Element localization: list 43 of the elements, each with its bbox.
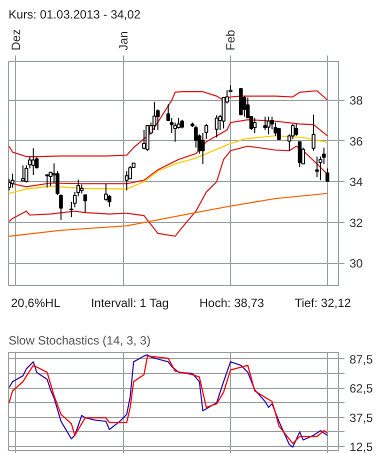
y-tick-label: 32 bbox=[350, 216, 364, 230]
candlestick bbox=[200, 132, 205, 164]
y-tick-label: 12,5 bbox=[350, 440, 374, 453]
line-series bbox=[8, 146, 328, 237]
y-tick-label: 62,5 bbox=[350, 382, 374, 396]
text: Tief: 32,12 bbox=[294, 295, 351, 312]
candlestick bbox=[312, 114, 316, 152]
candlestick bbox=[21, 164, 25, 182]
chart-title: Slow Stochastics (14, 3, 3) bbox=[8, 334, 151, 348]
x-tick-label: Dez bbox=[8, 29, 23, 50]
candlestick bbox=[10, 173, 14, 188]
text: 20,6%HL bbox=[11, 295, 60, 312]
line-series bbox=[8, 90, 328, 158]
text: Intervall: 1 Tag bbox=[90, 295, 169, 312]
y-tick-label: 87,5 bbox=[350, 352, 374, 366]
candlestick bbox=[173, 122, 178, 142]
candlestick bbox=[266, 116, 270, 135]
y-tick-label: 38 bbox=[350, 94, 364, 108]
y-tick-label: 30 bbox=[350, 256, 364, 271]
candlestick bbox=[263, 116, 268, 130]
chart-title: Kurs: 01.03.2013 - 34,02 bbox=[8, 8, 141, 22]
candlestick bbox=[326, 168, 330, 182]
candlestick bbox=[152, 102, 156, 130]
candlestick bbox=[214, 114, 219, 138]
candlestick bbox=[252, 118, 257, 134]
line-series bbox=[8, 135, 328, 194]
candlestick bbox=[124, 170, 129, 191]
line-series bbox=[8, 192, 328, 237]
x-tick-label: Feb bbox=[224, 29, 238, 50]
candlestick bbox=[298, 141, 302, 168]
line-series bbox=[8, 119, 328, 188]
x-tick-label: Jan bbox=[116, 31, 130, 50]
candlestick bbox=[59, 194, 63, 220]
candlestick bbox=[83, 194, 88, 214]
candlestick bbox=[294, 124, 298, 136]
text: Hoch: 38,73 bbox=[199, 295, 264, 312]
y-tick-label: 34 bbox=[350, 175, 364, 190]
candlestick bbox=[31, 148, 36, 176]
y-tick-label: 36 bbox=[350, 134, 364, 148]
candlestick bbox=[204, 124, 208, 140]
candlestick bbox=[142, 129, 146, 150]
y-tick-label: 37,5 bbox=[350, 410, 374, 425]
candlestick bbox=[315, 156, 319, 178]
